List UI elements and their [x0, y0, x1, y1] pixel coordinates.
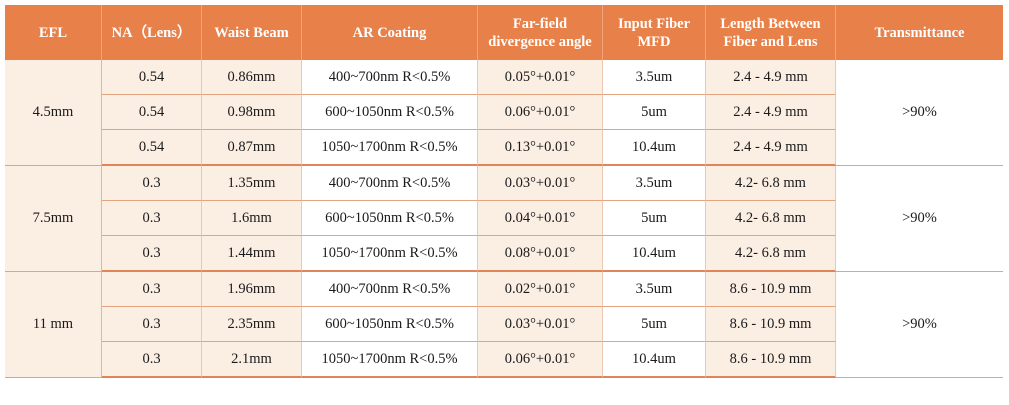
waist-beam-cell: 1.44mm — [202, 236, 302, 272]
na-cell: 0.3 — [102, 342, 202, 378]
table-row: 11 mm 0.3 1.96mm 400~700nm R<0.5% 0.02°+… — [5, 272, 1003, 378]
length-cell: 8.6 - 10.9 mm — [706, 272, 836, 307]
length-cell: 8.6 - 10.9 mm — [706, 342, 836, 378]
divergence-cell: 0.02°+0.01° — [478, 272, 603, 307]
waist-beam-cell: 2.1mm — [202, 342, 302, 378]
na-cell: 0.3 — [102, 166, 202, 201]
divergence-cell: 0.03°+0.01° — [478, 307, 603, 342]
ar-coating-cell: 400~700nm R<0.5% — [302, 166, 478, 201]
na-cell: 0.54 — [102, 60, 202, 95]
mfd-cell: 10.4um — [603, 130, 706, 166]
table-row: 0.3 1.6mm 600~1050nm R<0.5% 0.04°+0.01° … — [5, 201, 1003, 236]
ar-coating-cell: 1050~1700nm R<0.5% — [302, 342, 478, 378]
divergence-cell: 0.06°+0.01° — [478, 95, 603, 130]
mfd-cell: 10.4um — [603, 342, 706, 378]
divergence-cell: 0.13°+0.01° — [478, 130, 603, 166]
divergence-cell: 0.08°+0.01° — [478, 236, 603, 272]
waist-beam-cell: 0.98mm — [202, 95, 302, 130]
table-row: 4.5mm 0.54 0.86mm 400~700nm R<0.5% 0.05°… — [5, 60, 1003, 166]
divergence-cell: 0.03°+0.01° — [478, 166, 603, 201]
table-row: 0.3 2.35mm 600~1050nm R<0.5% 0.03°+0.01°… — [5, 307, 1003, 342]
efl-cell: 7.5mm — [5, 166, 102, 272]
na-cell: 0.3 — [102, 307, 202, 342]
length-cell: 2.4 - 4.9 mm — [706, 130, 836, 166]
mfd-cell: 5um — [603, 307, 706, 342]
ar-coating-cell: 600~1050nm R<0.5% — [302, 307, 478, 342]
table-row: 7.5mm 0.3 1.35mm 400~700nm R<0.5% 0.03°+… — [5, 166, 1003, 272]
length-cell: 2.4 - 4.9 mm — [706, 60, 836, 95]
waist-beam-cell: 1.6mm — [202, 201, 302, 236]
header-far-field-divergence: Far-field divergence angle — [478, 5, 603, 60]
transmittance-cell: >90% — [836, 272, 1003, 378]
header-input-fiber-mfd: Input Fiber MFD — [603, 5, 706, 60]
header-efl: EFL — [5, 5, 102, 60]
mfd-cell: 3.5um — [603, 60, 706, 95]
table-row: 0.54 0.87mm 1050~1700nm R<0.5% 0.13°+0.0… — [5, 130, 1003, 166]
ar-coating-cell: 1050~1700nm R<0.5% — [302, 236, 478, 272]
waist-beam-cell: 1.96mm — [202, 272, 302, 307]
header-length-between: Length Between Fiber and Lens — [706, 5, 836, 60]
mfd-cell: 3.5um — [603, 166, 706, 201]
divergence-cell: 0.04°+0.01° — [478, 201, 603, 236]
mfd-cell: 5um — [603, 95, 706, 130]
na-cell: 0.3 — [102, 272, 202, 307]
header-na-lens: NA（Lens） — [102, 5, 202, 60]
ar-coating-cell: 400~700nm R<0.5% — [302, 272, 478, 307]
na-cell: 0.54 — [102, 95, 202, 130]
table-row: 0.3 2.1mm 1050~1700nm R<0.5% 0.06°+0.01°… — [5, 342, 1003, 378]
table-row: 0.54 0.98mm 600~1050nm R<0.5% 0.06°+0.01… — [5, 95, 1003, 130]
na-cell: 0.54 — [102, 130, 202, 166]
length-cell: 4.2- 6.8 mm — [706, 201, 836, 236]
divergence-cell: 0.05°+0.01° — [478, 60, 603, 95]
table-body: 4.5mm 0.54 0.86mm 400~700nm R<0.5% 0.05°… — [5, 60, 1003, 378]
ar-coating-cell: 600~1050nm R<0.5% — [302, 95, 478, 130]
waist-beam-cell: 0.86mm — [202, 60, 302, 95]
header-row: EFL NA（Lens） Waist Beam AR Coating Far-f… — [5, 5, 1003, 60]
na-cell: 0.3 — [102, 201, 202, 236]
efl-cell: 4.5mm — [5, 60, 102, 166]
na-cell: 0.3 — [102, 236, 202, 272]
transmittance-cell: >90% — [836, 60, 1003, 166]
length-cell: 4.2- 6.8 mm — [706, 236, 836, 272]
length-cell: 8.6 - 10.9 mm — [706, 307, 836, 342]
waist-beam-cell: 1.35mm — [202, 166, 302, 201]
ar-coating-cell: 400~700nm R<0.5% — [302, 60, 478, 95]
mfd-cell: 3.5um — [603, 272, 706, 307]
transmittance-cell: >90% — [836, 166, 1003, 272]
waist-beam-cell: 2.35mm — [202, 307, 302, 342]
table-row: 0.3 1.44mm 1050~1700nm R<0.5% 0.08°+0.01… — [5, 236, 1003, 272]
mfd-cell: 5um — [603, 201, 706, 236]
divergence-cell: 0.06°+0.01° — [478, 342, 603, 378]
mfd-cell: 10.4um — [603, 236, 706, 272]
ar-coating-cell: 600~1050nm R<0.5% — [302, 201, 478, 236]
spec-table: EFL NA（Lens） Waist Beam AR Coating Far-f… — [5, 5, 1003, 378]
table-header: EFL NA（Lens） Waist Beam AR Coating Far-f… — [5, 5, 1003, 60]
spec-table-container: EFL NA（Lens） Waist Beam AR Coating Far-f… — [5, 5, 1003, 378]
length-cell: 2.4 - 4.9 mm — [706, 95, 836, 130]
efl-cell: 11 mm — [5, 272, 102, 378]
length-cell: 4.2- 6.8 mm — [706, 166, 836, 201]
header-ar-coating: AR Coating — [302, 5, 478, 60]
ar-coating-cell: 1050~1700nm R<0.5% — [302, 130, 478, 166]
waist-beam-cell: 0.87mm — [202, 130, 302, 166]
header-waist-beam: Waist Beam — [202, 5, 302, 60]
header-transmittance: Transmittance — [836, 5, 1003, 60]
